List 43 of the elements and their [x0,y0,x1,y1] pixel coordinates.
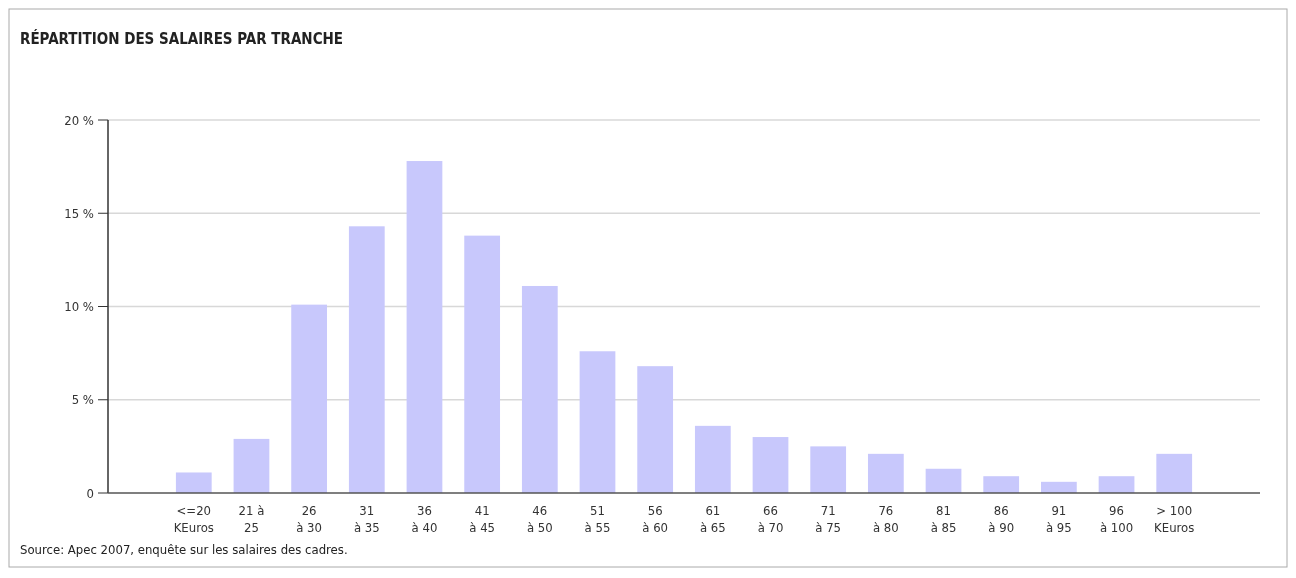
x-tick-label: 76 à 80 [872,503,899,535]
x-tick-label: 81 à 85 [930,503,957,535]
bar [464,235,501,493]
x-tick-label: > 100 KEuros [1154,503,1195,535]
bar [175,472,212,493]
chart-title: RÉPARTITION DES SALAIRES PAR TRANCHE [20,29,344,48]
x-tick-label: 46 à 50 [526,503,553,535]
bar [406,161,443,493]
x-tick-label: 36 à 40 [411,503,438,535]
x-tick-label: 71 à 75 [815,503,842,535]
y-tick-label: 0 [86,485,94,501]
x-tick-label: 86 à 90 [988,503,1015,535]
x-tick-label: 56 à 60 [642,503,669,535]
bar [579,351,616,493]
bar [637,366,674,493]
x-tick-label: 66 à 70 [757,503,784,535]
x-tick-label: 26 à 30 [296,503,323,535]
x-tick-label: <=20 KEuros [173,503,214,535]
source-note: Source: Apec 2007, enquête sur les salaires des cadres. [20,542,348,557]
bar [925,468,962,493]
bar [867,453,904,493]
x-tick-label: 96 à 100 [1099,503,1134,535]
bar [521,285,558,493]
bar [1040,481,1077,493]
y-tick-label: 10 % [64,299,94,315]
bar [233,438,270,493]
y-tick-label: 5 % [71,392,94,408]
x-tick-label: 61 à 65 [699,503,726,535]
bar [810,446,847,493]
x-tick-label: 31 à 35 [353,503,380,535]
y-tick-label: 15 % [64,205,94,221]
bar [1156,453,1193,493]
bar [694,425,731,493]
x-tick-label: 21 à 25 [238,503,265,535]
bar [348,226,385,493]
bar [1098,476,1135,493]
x-tick-label: 41 à 45 [469,503,496,535]
bar [291,304,328,493]
bar [752,437,789,493]
x-tick-label: 51 à 55 [584,503,611,535]
y-tick-label: 20 % [64,112,94,128]
x-tick-label: 91 à 95 [1045,503,1072,535]
bar [983,476,1020,493]
